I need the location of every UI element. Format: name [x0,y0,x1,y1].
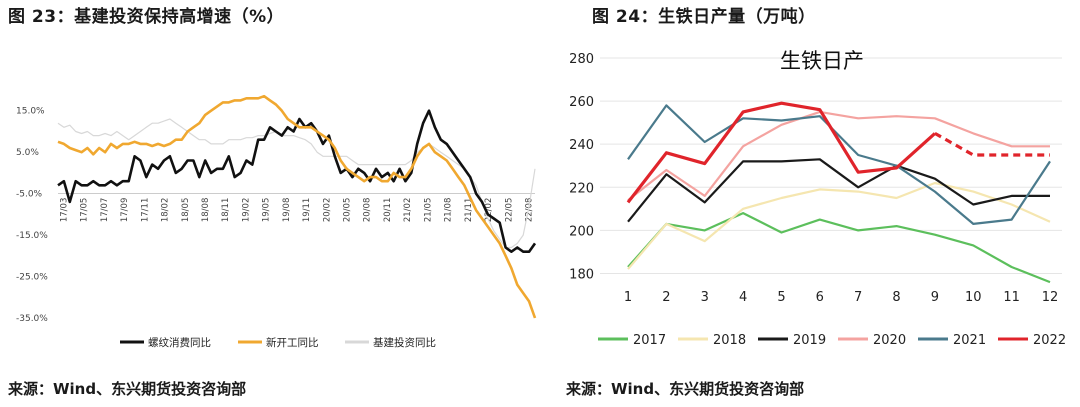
legend-label: 基建投资同比 [373,336,436,349]
y-tick-label: 200 [569,224,594,239]
x-tick-label: 1 [624,290,632,305]
y-tick-label: 180 [569,267,594,282]
series-line-2021 [627,104,1051,225]
x-tick-label: 18/02 [161,198,171,223]
x-tick-label: 21/02 [403,198,413,223]
x-tick-label: 7 [854,290,862,305]
y-tick-label: 240 [569,138,594,153]
x-tick-label: 19/02 [241,198,251,223]
x-tick-label: 21/05 [423,198,433,223]
series-line-基建投资同比 [57,118,536,249]
x-tick-label: 17/09 [120,198,130,223]
left-figure-title: 图 23：基建投资保持高增速（%） [8,7,285,27]
x-tick-label: 22/02 [484,198,494,223]
series-forecast-2022 [934,132,1050,157]
right-figure-source: 来源：Wind、东兴期货投资咨询部 [566,380,805,398]
x-tick-label: 20/05 [343,198,353,223]
series-line-新开工同比 [57,94,537,319]
x-tick-label: 20/11 [383,198,393,223]
right-figure-title: 图 24：生铁日产量（万吨） [592,7,816,27]
y-tick-label: -35.0% [16,314,48,324]
x-tick-label: 6 [816,290,824,305]
x-tick-label: 8 [892,290,900,305]
legend-label: 2017 [633,333,666,348]
x-tick-label: 4 [739,290,747,305]
x-tick-label: 22/08 [525,198,535,223]
series-line-2019 [627,158,1050,223]
left-figure-source: 来源：Wind、东兴期货投资咨询部 [8,380,247,398]
chart-title: 生铁日产 [780,49,864,73]
x-tick-label: 18/08 [201,198,211,223]
legend-label: 螺纹消费同比 [148,336,211,349]
legend-label: 2022 [1033,333,1066,348]
x-tick-label: 12 [1042,290,1059,305]
series-line-2022 [626,101,936,204]
x-tick-label: 2 [662,290,670,305]
infrastructure-growth-chart: 15.0% 5.0% -5.0% -15.0% -25.0% -35.0% 17/03 17/… [16,94,537,349]
x-tick-label: 18/11 [221,198,231,223]
y-tick-label: 260 [569,95,594,110]
x-tick-label: 5 [777,290,785,305]
x-tick-label: 10 [965,290,982,305]
x-tick-label: 22/05 [504,198,514,223]
x-tick-label: 21/08 [444,198,454,223]
x-tick-label: 17/03 [60,198,70,223]
y-tick-label: 220 [569,181,594,196]
x-tick-label: 20/08 [363,198,373,223]
y-tick-label: 15.0% [16,107,45,117]
legend-label: 2021 [953,333,986,348]
x-tick-label: 18/05 [181,198,191,223]
y-tick-label: -25.0% [16,273,48,283]
x-tick-label: 17/05 [80,198,90,223]
series-line-螺纹消费同比 [57,109,537,253]
x-tick-label: 9 [931,290,939,305]
legend-label: 2018 [713,333,746,348]
x-tick-label: 17/07 [100,198,110,223]
x-tick-label: 3 [701,290,709,305]
y-tick-label: -15.0% [16,231,48,241]
x-tick-label: 19/05 [262,198,272,223]
x-tick-label: 17/11 [140,198,150,223]
y-tick-label: 280 [569,52,594,67]
legend-label: 新开工同比 [266,336,319,349]
y-tick-label: 5.0% [16,148,39,158]
x-tick-label: 19/11 [302,198,312,223]
x-tick-label: 21/11 [464,198,474,223]
series-line-2020 [627,110,1050,202]
x-tick-label: 20/02 [322,198,332,223]
series-line-2018 [627,181,1051,270]
legend-label: 2019 [793,333,826,348]
y-tick-label: -5.0% [16,190,43,200]
x-tick-label: 11 [1003,290,1020,305]
series-line-2017 [627,212,1051,284]
x-tick-label: 19/08 [282,198,292,223]
legend-label: 2020 [873,333,906,348]
